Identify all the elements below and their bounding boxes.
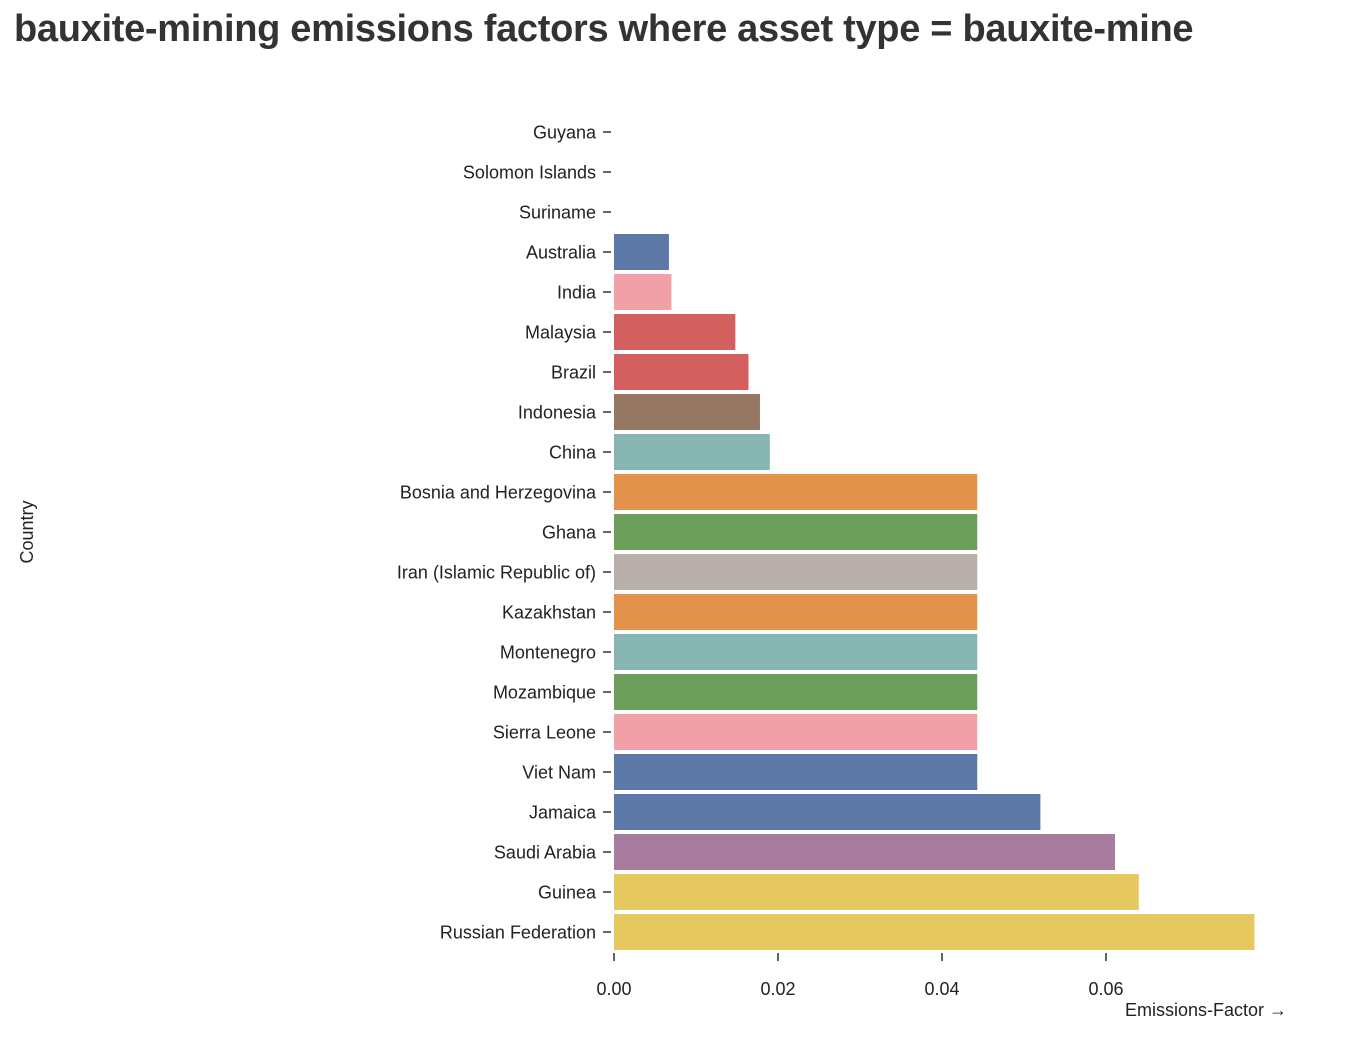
y-tick-label: Viet Nam (522, 762, 596, 782)
y-tick-label: Guyana (533, 122, 597, 142)
y-axis-title: Country (17, 500, 37, 563)
bar-viet-nam (614, 754, 978, 790)
bar-indonesia (614, 394, 760, 430)
bar-bosnia-and-herzegovina (614, 474, 978, 510)
chart-title: bauxite-mining emissions factors where a… (14, 8, 1194, 50)
x-tick-label: 0.02 (760, 979, 795, 999)
bar-malaysia (614, 314, 736, 350)
bar-brazil (614, 354, 749, 390)
x-tick-label: 0.04 (924, 979, 959, 999)
y-tick-label: Russian Federation (440, 922, 596, 942)
bar-ghana (614, 514, 978, 550)
y-tick-label: Malaysia (525, 322, 597, 342)
x-tick-label: 0.00 (596, 979, 631, 999)
bar-saudi-arabia (614, 834, 1116, 870)
y-tick-label: Australia (526, 242, 597, 262)
y-tick-label: Brazil (551, 362, 596, 382)
y-tick-label: Bosnia and Herzegovina (400, 482, 597, 502)
y-tick-label: Suriname (519, 202, 596, 222)
y-axis: Guyana Solomon Islands Suriname Australia In… (397, 122, 611, 942)
bar-jamaica (614, 794, 1041, 830)
x-axis: 0.00 0.02 0.04 0.06 (596, 953, 1124, 999)
y-tick-label: Kazakhstan (502, 602, 596, 622)
y-tick-label: Mozambique (493, 682, 596, 702)
y-tick-label: Guinea (538, 882, 597, 902)
y-tick-label: India (557, 282, 597, 302)
y-tick-label: Jamaica (529, 802, 597, 822)
y-tick-label: Sierra Leone (493, 722, 596, 742)
bar-china (614, 434, 770, 470)
bar-india (614, 274, 672, 310)
bar-montenegro (614, 634, 978, 670)
bar-kazakhstan (614, 594, 978, 630)
y-tick-label: Iran (Islamic Republic of) (397, 562, 596, 582)
bar-sierra-leone (614, 714, 978, 750)
bar-russian-federation (614, 914, 1255, 950)
bars-layer (614, 234, 1255, 950)
bar-australia (614, 234, 669, 270)
x-axis-title: Emissions-Factor → (1125, 1000, 1287, 1020)
y-tick-label: Solomon Islands (463, 162, 596, 182)
bar-iran-islamic-republic-of (614, 554, 978, 590)
x-tick-label: 0.06 (1088, 979, 1123, 999)
y-tick-label: Ghana (542, 522, 597, 542)
y-tick-label: Montenegro (500, 642, 596, 662)
bar-guinea (614, 874, 1139, 910)
y-tick-label: Saudi Arabia (494, 842, 597, 862)
y-tick-label: China (549, 442, 597, 462)
y-tick-label: Indonesia (518, 402, 597, 422)
bar-mozambique (614, 674, 978, 710)
